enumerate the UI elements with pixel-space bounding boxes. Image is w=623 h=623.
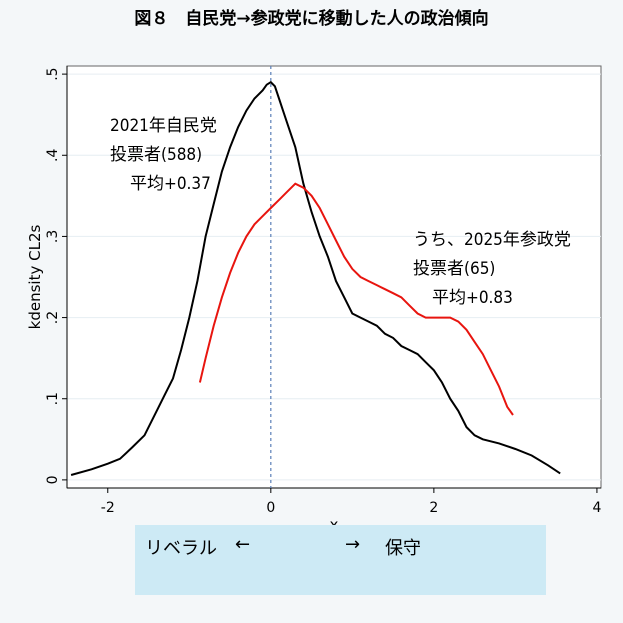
gridlines — [67, 73, 601, 481]
annotation-sanseito-line2: 投票者(65) — [413, 259, 495, 279]
axis-ticks: 0 .1 .2 .3 .4 .5 -2 0 2 4 — [45, 67, 601, 516]
annotation-ldp-line1: 2021年自民党 — [110, 116, 217, 136]
y-axis-title: kdensity CL2s — [26, 225, 44, 330]
right-arrow-icon: → — [345, 534, 361, 555]
series-line-ldp-2021 — [70, 80, 561, 476]
chart-title: 図８ 自民党→参政党に移動した人の政治傾向 — [134, 9, 489, 29]
annotation-sanseito-line1: うち、2025年参政党 — [413, 230, 571, 250]
x-tick-label: 2 — [429, 500, 438, 516]
left-arrow-icon: ← — [235, 534, 251, 555]
conservative-label: 保守 — [385, 538, 421, 559]
x-tick-label: -2 — [101, 500, 115, 516]
y-tick-label: .5 — [45, 67, 61, 80]
y-tick-label: 0 — [45, 475, 61, 484]
annotation-ldp-line2: 投票者(588) — [110, 145, 202, 165]
x-tick-label: 4 — [592, 500, 601, 516]
direction-legend-box: リベラル ← → 保守 — [135, 525, 546, 595]
y-tick-label: .3 — [45, 230, 61, 243]
y-tick-label: .4 — [45, 148, 61, 161]
y-tick-label: .1 — [45, 392, 61, 405]
annotation-ldp-line3: 平均+0.37 — [130, 174, 211, 194]
x-tick-label: 0 — [266, 500, 275, 516]
annotation-sanseito-line3: 平均+0.83 — [432, 288, 513, 308]
liberal-label: リベラル — [145, 538, 217, 559]
series-line-sanseito-2025 — [198, 182, 514, 416]
y-tick-label: .2 — [45, 311, 61, 324]
